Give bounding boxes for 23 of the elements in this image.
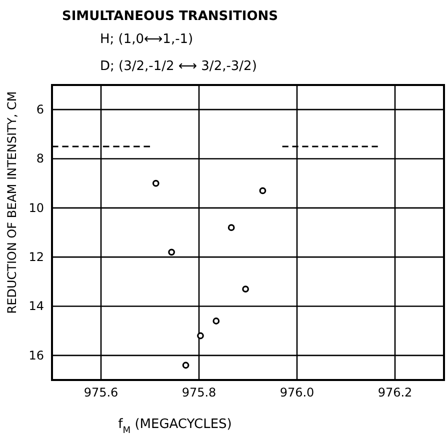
x-tick-label: 975.8 <box>182 386 216 400</box>
point <box>182 362 190 369</box>
y-tick-label: 14 <box>28 299 44 314</box>
y-tick-label: 12 <box>28 250 44 264</box>
x-tick-label: 976.0 <box>280 386 314 400</box>
point <box>242 286 249 292</box>
chart-title: SIMULTANEOUS TRANSITIONS <box>62 9 278 24</box>
y-axis-title: REDUCTION OF BEAM INTENSITY, CM <box>5 91 19 314</box>
y-tick-label: 6 <box>36 102 44 116</box>
y-tick-label: 8 <box>36 152 44 166</box>
point <box>259 187 266 194</box>
x-axis-title: f$_{M}$ (MEGACYCLES) <box>118 417 232 436</box>
y-tick-label: 16 <box>28 348 44 362</box>
x-tick-label: 976.2 <box>378 386 412 400</box>
point <box>212 318 220 324</box>
point <box>228 224 235 232</box>
x-tick-label: 975.6 <box>84 386 118 400</box>
point <box>168 248 176 256</box>
y-tick-label: 10 <box>28 200 44 215</box>
point <box>152 180 160 187</box>
text: D; (3/2,-1/2 ⟷ 3/2,-3/2) <box>100 59 257 74</box>
chart-subtitle: H; (1,0⟷1,-1) <box>100 32 194 47</box>
point <box>197 332 204 340</box>
